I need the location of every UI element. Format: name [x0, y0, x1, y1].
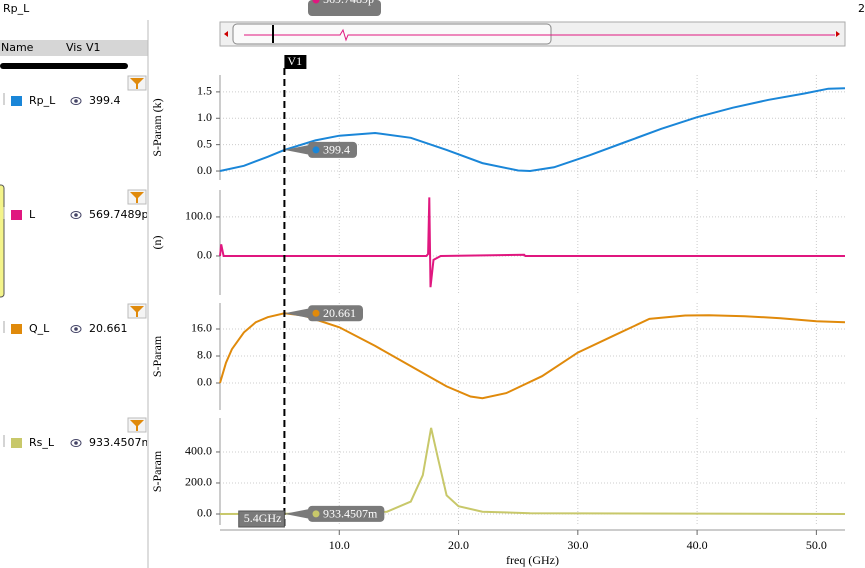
marker-value: 933.4507m: [89, 436, 152, 449]
row-selection: [0, 184, 5, 298]
series-line: [219, 312, 846, 400]
legend-entry: Rs_L: [29, 436, 55, 449]
legend-swatch: [11, 438, 22, 448]
legend-swatch: [11, 324, 22, 334]
marker-readout-box: [308, 0, 381, 16]
filter-icon: [130, 192, 144, 203]
overview-trace: [244, 28, 835, 42]
visibility-icon[interactable]: [70, 325, 82, 333]
x-axis-label: freq (GHz): [506, 553, 559, 567]
scroll-right[interactable]: [836, 31, 840, 37]
visibility-pupil: [74, 99, 78, 103]
marker-readout-text: 399.4: [323, 143, 350, 157]
filter-icon: [130, 420, 144, 431]
column-vis: Vis: [66, 41, 82, 54]
x-tick-label: 50.0: [806, 538, 827, 552]
marker-readout: 933.4507m: [284, 505, 385, 522]
marker-readout-box: [308, 305, 363, 322]
visibility-icon[interactable]: [70, 439, 82, 447]
legend-swatch: [11, 210, 22, 220]
marker-dot: [312, 510, 320, 518]
marker-readout: 569.7489p: [308, 0, 381, 16]
marker-pointer: [284, 308, 310, 319]
y-axis-label: S-Param: [150, 450, 164, 492]
y-tick-label: 1.0: [197, 110, 212, 124]
y-tick-label: 1.5: [197, 84, 212, 98]
marker-readout-box: [308, 141, 357, 158]
x-tick-label: 30.0: [567, 538, 588, 552]
legend-entry: Q_L: [29, 322, 50, 335]
marker-name: V1: [287, 54, 302, 68]
marker-x-label: 5.4GHz: [244, 511, 282, 525]
series-line: [219, 427, 846, 515]
visibility-icon[interactable]: [70, 211, 82, 219]
window-title: Rp_L: [3, 2, 30, 15]
marker-value: 20.661: [89, 322, 128, 335]
column-name: Name: [1, 41, 34, 54]
panel-header: [0, 40, 148, 56]
series-line: [219, 87, 846, 173]
legend-swatch: [11, 96, 22, 106]
marker-pointer: [284, 144, 310, 155]
legend-entry: L: [29, 208, 36, 221]
panel-bar: [0, 63, 128, 69]
x-tick-label: 40.0: [687, 538, 708, 552]
marker-readout-box: [308, 505, 385, 522]
marker-readout-text: 933.4507m: [323, 507, 378, 521]
marker-dot: [312, 0, 320, 4]
scroll-thumb[interactable]: [232, 23, 552, 45]
marker-tag: [284, 55, 307, 69]
y-tick-label: 0.0: [197, 506, 212, 520]
y-tick-label: 0.0: [197, 248, 212, 262]
y-tick-label: 100.0: [185, 209, 212, 223]
series-line: [219, 197, 845, 288]
window-title-right: 2: [858, 2, 865, 15]
marker-dot: [312, 146, 320, 154]
marker-readout-text: 569.7489p: [323, 0, 374, 6]
column-v1: V1: [86, 41, 101, 54]
marker-value: 399.4: [89, 94, 121, 107]
marker-value: 569.7489p: [89, 208, 148, 221]
visibility-pupil: [74, 213, 78, 217]
marker-dot: [312, 309, 320, 317]
marker-readout: 20.661: [284, 305, 363, 322]
y-tick-label: 0.0: [197, 375, 212, 389]
visibility-pupil: [74, 441, 78, 445]
marker-readout-text: 20.661: [323, 306, 356, 320]
x-tick-label: 20.0: [448, 538, 469, 552]
y-tick-label: 16.0: [191, 321, 212, 335]
visibility-pupil: [74, 327, 78, 331]
scrollbar[interactable]: [219, 21, 846, 47]
visibility-icon[interactable]: [70, 97, 82, 105]
y-tick-label: 8.0: [197, 348, 212, 362]
y-tick-label: 200.0: [185, 475, 212, 489]
x-tick-label: 10.0: [329, 538, 350, 552]
marker-readout: 399.4: [284, 141, 357, 158]
scroll-left[interactable]: [224, 31, 228, 37]
filter-icon: [130, 306, 144, 317]
y-tick-label: 0.5: [197, 136, 212, 150]
marker-pointer: [284, 508, 310, 519]
y-tick-label: 0.0: [197, 163, 212, 177]
legend-entry: Rp_L: [29, 94, 56, 107]
filter-icon: [130, 78, 144, 89]
marker-x-box: [238, 510, 285, 528]
y-axis-label: S-Param: [150, 335, 164, 377]
y-axis-label: (n): [150, 236, 164, 250]
y-axis-label: S-Param (k): [150, 98, 164, 156]
y-tick-label: 400.0: [185, 444, 212, 458]
